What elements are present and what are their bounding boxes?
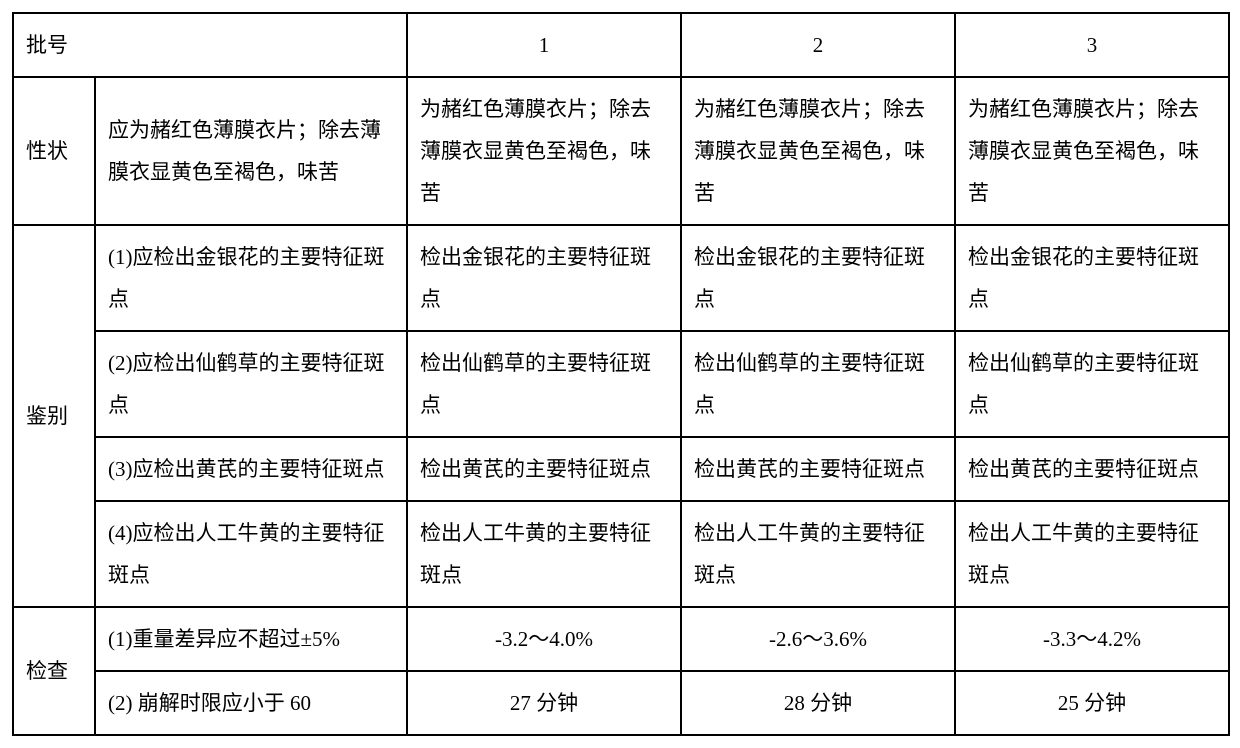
col-1: 1 bbox=[407, 13, 681, 77]
val-cell: 检出人工牛黄的主要特征斑点 bbox=[955, 501, 1229, 607]
val-cell: -3.2～4.0% bbox=[407, 607, 681, 671]
val-cell: 检出人工牛黄的主要特征斑点 bbox=[407, 501, 681, 607]
header-row: 批号 1 2 3 bbox=[13, 13, 1229, 77]
spec-cell: (1)重量差异应不超过±5% bbox=[95, 607, 407, 671]
val-cell: 检出仙鹤草的主要特征斑点 bbox=[955, 331, 1229, 437]
val-cell: 检出仙鹤草的主要特征斑点 bbox=[681, 331, 955, 437]
table-row: 检查 (1)重量差异应不超过±5% -3.2～4.0% -2.6～3.6% -3… bbox=[13, 607, 1229, 671]
batch-label: 批号 bbox=[13, 13, 407, 77]
val-cell: 25 分钟 bbox=[955, 671, 1229, 735]
spec-table: 批号 1 2 3 性状 应为赭红色薄膜衣片；除去薄膜衣显黄色至褐色，味苦 为赭红… bbox=[12, 12, 1230, 736]
group-appearance: 性状 bbox=[13, 77, 95, 225]
table-row: (2) 崩解时限应小于 60 27 分钟 28 分钟 25 分钟 bbox=[13, 671, 1229, 735]
col-3: 3 bbox=[955, 13, 1229, 77]
table-row: (3)应检出黄芪的主要特征斑点 检出黄芪的主要特征斑点 检出黄芪的主要特征斑点 … bbox=[13, 437, 1229, 501]
val-cell: 检出黄芪的主要特征斑点 bbox=[407, 437, 681, 501]
val-cell: 为赭红色薄膜衣片；除去薄膜衣显黄色至褐色，味苦 bbox=[407, 77, 681, 225]
table-row: 鉴别 (1)应检出金银花的主要特征斑点 检出金银花的主要特征斑点 检出金银花的主… bbox=[13, 225, 1229, 331]
val-cell: 检出金银花的主要特征斑点 bbox=[407, 225, 681, 331]
group-check: 检查 bbox=[13, 607, 95, 735]
spec-cell: (2) 崩解时限应小于 60 bbox=[95, 671, 407, 735]
val-cell: 27 分钟 bbox=[407, 671, 681, 735]
val-cell: 为赭红色薄膜衣片；除去薄膜衣显黄色至褐色，味苦 bbox=[681, 77, 955, 225]
table-row: (4)应检出人工牛黄的主要特征斑点 检出人工牛黄的主要特征斑点 检出人工牛黄的主… bbox=[13, 501, 1229, 607]
spec-cell: 应为赭红色薄膜衣片；除去薄膜衣显黄色至褐色，味苦 bbox=[95, 77, 407, 225]
val-cell: 检出金银花的主要特征斑点 bbox=[955, 225, 1229, 331]
spec-cell: (4)应检出人工牛黄的主要特征斑点 bbox=[95, 501, 407, 607]
group-identify: 鉴别 bbox=[13, 225, 95, 607]
val-cell: -2.6～3.6% bbox=[681, 607, 955, 671]
val-cell: 检出黄芪的主要特征斑点 bbox=[681, 437, 955, 501]
table-row: 性状 应为赭红色薄膜衣片；除去薄膜衣显黄色至褐色，味苦 为赭红色薄膜衣片；除去薄… bbox=[13, 77, 1229, 225]
spec-cell: (2)应检出仙鹤草的主要特征斑点 bbox=[95, 331, 407, 437]
val-cell: 检出仙鹤草的主要特征斑点 bbox=[407, 331, 681, 437]
val-cell: 检出金银花的主要特征斑点 bbox=[681, 225, 955, 331]
val-cell: -3.3～4.2% bbox=[955, 607, 1229, 671]
col-2: 2 bbox=[681, 13, 955, 77]
spec-cell: (3)应检出黄芪的主要特征斑点 bbox=[95, 437, 407, 501]
val-cell: 为赭红色薄膜衣片；除去薄膜衣显黄色至褐色，味苦 bbox=[955, 77, 1229, 225]
val-cell: 检出黄芪的主要特征斑点 bbox=[955, 437, 1229, 501]
val-cell: 28 分钟 bbox=[681, 671, 955, 735]
table-row: (2)应检出仙鹤草的主要特征斑点 检出仙鹤草的主要特征斑点 检出仙鹤草的主要特征… bbox=[13, 331, 1229, 437]
val-cell: 检出人工牛黄的主要特征斑点 bbox=[681, 501, 955, 607]
spec-cell: (1)应检出金银花的主要特征斑点 bbox=[95, 225, 407, 331]
